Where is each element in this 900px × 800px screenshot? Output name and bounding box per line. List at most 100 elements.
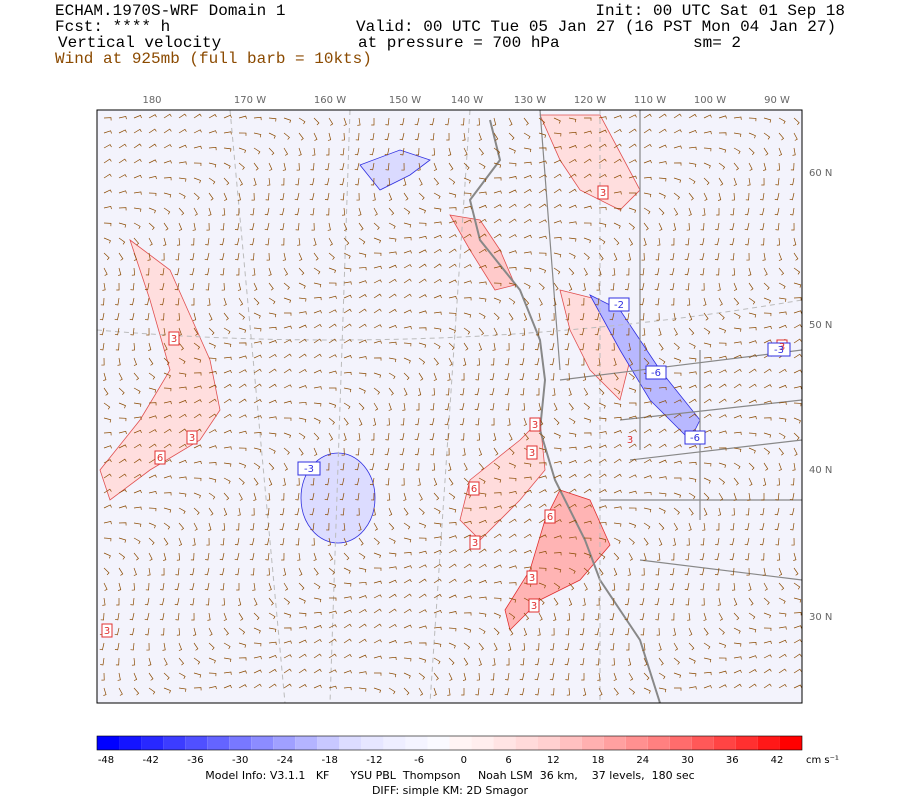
wind-barb xyxy=(568,131,577,136)
wind-barb xyxy=(341,207,346,216)
wind-barb xyxy=(565,357,570,366)
wind-barb xyxy=(313,310,322,314)
colorbar-swatch xyxy=(295,736,318,750)
contour-label: 3 xyxy=(529,448,535,459)
wind-barb xyxy=(626,267,630,276)
wind-barb xyxy=(162,327,166,336)
wind-barb xyxy=(613,522,622,527)
wind-barb xyxy=(583,252,590,260)
wind-barb xyxy=(430,402,435,411)
wind-barb xyxy=(118,417,127,422)
wind-barb xyxy=(118,115,127,120)
wind-barb xyxy=(309,492,315,501)
wind-barb xyxy=(309,507,315,516)
wind-barb xyxy=(403,624,412,629)
wind-barb xyxy=(791,222,795,231)
wind-barb xyxy=(328,624,337,629)
wind-barb xyxy=(643,522,651,530)
wind-barb xyxy=(688,398,697,404)
wind-barb xyxy=(118,505,127,509)
wind-barb xyxy=(429,417,435,426)
wind-barb xyxy=(613,143,622,149)
wind-barb xyxy=(583,189,592,194)
wind-barb xyxy=(448,522,457,526)
wind-barb xyxy=(313,386,322,390)
wind-barb xyxy=(163,342,168,351)
wind-barb xyxy=(418,310,427,314)
wind-barb xyxy=(401,162,405,171)
wind-barb xyxy=(538,550,547,555)
wind-barb xyxy=(733,132,742,138)
wind-barb xyxy=(462,447,466,456)
wind-barb xyxy=(373,357,382,361)
wind-barb xyxy=(283,417,292,421)
wind-barb xyxy=(418,192,425,201)
wind-barb xyxy=(595,342,600,351)
wind-barb xyxy=(223,162,231,169)
wind-barb xyxy=(148,687,156,695)
wind-barb xyxy=(415,417,420,426)
wind-barb xyxy=(118,143,127,149)
wind-barb xyxy=(672,627,676,636)
wind-barb xyxy=(565,627,570,636)
wind-barb xyxy=(403,593,412,599)
wind-barb xyxy=(715,267,720,276)
wind-barb xyxy=(133,222,141,229)
wind-barb xyxy=(313,625,322,629)
wind-barb xyxy=(568,237,577,242)
wind-barb xyxy=(463,219,472,224)
wind-barb xyxy=(553,488,562,494)
wind-barb xyxy=(298,417,307,423)
wind-barb xyxy=(148,237,153,246)
wind-barb xyxy=(523,234,532,239)
wind-barb xyxy=(568,188,577,194)
wind-barb xyxy=(328,338,337,344)
wind-barb xyxy=(313,252,319,261)
wind-barb xyxy=(688,129,697,134)
wind-barb xyxy=(598,206,607,211)
wind-barb xyxy=(388,537,396,544)
wind-barb xyxy=(133,489,142,494)
wind-barb xyxy=(446,132,450,141)
wind-barb xyxy=(313,353,322,359)
wind-barb xyxy=(223,462,232,467)
wind-barb xyxy=(310,207,315,216)
wind-barb xyxy=(703,297,707,306)
wind-barb xyxy=(253,297,260,306)
wind-barb xyxy=(118,537,127,543)
wind-barb xyxy=(341,132,345,141)
wind-barb xyxy=(448,492,456,500)
wind-barb xyxy=(673,177,682,183)
wind-barb xyxy=(718,355,727,359)
wind-barb xyxy=(597,357,601,366)
wind-barb xyxy=(163,113,172,119)
wind-barb xyxy=(628,222,635,230)
wind-barb xyxy=(237,192,241,201)
wind-barb xyxy=(703,642,711,650)
wind-barb xyxy=(283,582,289,591)
wind-barb xyxy=(118,158,127,164)
wind-barb xyxy=(748,354,757,359)
wind-barb xyxy=(283,462,288,471)
wind-barb xyxy=(238,297,244,306)
wind-barb xyxy=(729,222,735,231)
wind-barb xyxy=(639,282,645,291)
wind-barb xyxy=(133,473,142,479)
wind-barb xyxy=(703,131,712,135)
wind-barb xyxy=(251,192,255,201)
wind-barb xyxy=(643,537,649,546)
wind-barb xyxy=(250,252,255,261)
wind-barb xyxy=(253,415,262,419)
wind-barb xyxy=(161,567,165,576)
wind-barb xyxy=(328,638,337,644)
wind-barb xyxy=(131,657,136,666)
wind-barb xyxy=(174,282,180,291)
wind-barb xyxy=(234,222,240,231)
wind-barb xyxy=(403,264,412,269)
wind-barb xyxy=(624,612,630,621)
colorbar-swatch xyxy=(251,736,274,750)
colorbar-label: 12 xyxy=(547,755,560,766)
wind-barb xyxy=(403,309,412,314)
wind-barb xyxy=(553,237,562,241)
wind-barb xyxy=(568,282,573,291)
